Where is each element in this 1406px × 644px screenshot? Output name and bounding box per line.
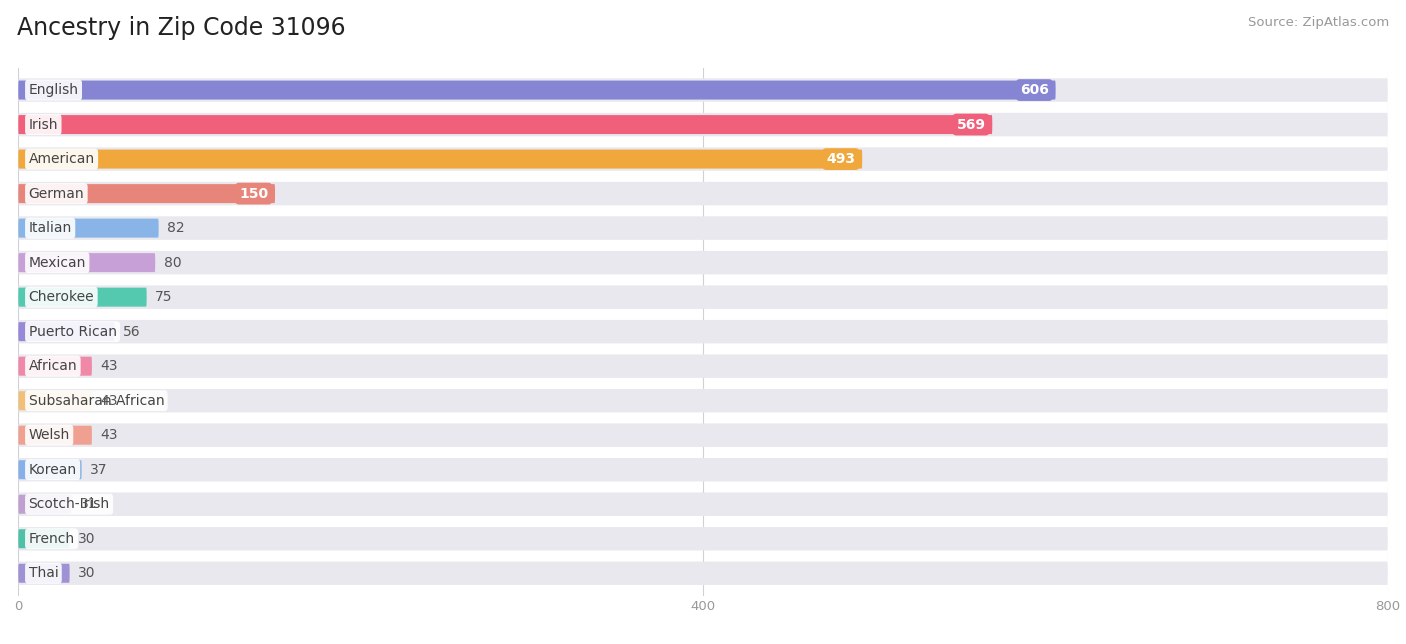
- FancyBboxPatch shape: [18, 460, 82, 479]
- Text: Source: ZipAtlas.com: Source: ZipAtlas.com: [1249, 16, 1389, 29]
- Text: 493: 493: [827, 152, 855, 166]
- FancyBboxPatch shape: [18, 389, 1388, 412]
- FancyBboxPatch shape: [18, 147, 1388, 171]
- FancyBboxPatch shape: [18, 527, 1388, 551]
- FancyBboxPatch shape: [18, 184, 276, 203]
- FancyBboxPatch shape: [18, 564, 70, 583]
- Text: Cherokee: Cherokee: [28, 290, 94, 304]
- Text: Puerto Rican: Puerto Rican: [28, 325, 117, 339]
- Text: 43: 43: [100, 393, 118, 408]
- Text: Korean: Korean: [28, 463, 77, 477]
- Text: 80: 80: [163, 256, 181, 270]
- FancyBboxPatch shape: [18, 391, 91, 410]
- Text: 43: 43: [100, 428, 118, 442]
- Text: Mexican: Mexican: [28, 256, 86, 270]
- Text: Irish: Irish: [28, 118, 58, 131]
- Text: Subsaharan African: Subsaharan African: [28, 393, 165, 408]
- Text: 30: 30: [79, 532, 96, 545]
- FancyBboxPatch shape: [18, 288, 146, 307]
- FancyBboxPatch shape: [18, 495, 72, 514]
- Text: Italian: Italian: [28, 221, 72, 235]
- FancyBboxPatch shape: [18, 354, 1388, 378]
- Text: English: English: [28, 83, 79, 97]
- FancyBboxPatch shape: [18, 253, 155, 272]
- FancyBboxPatch shape: [18, 493, 1388, 516]
- FancyBboxPatch shape: [18, 529, 70, 548]
- Text: 150: 150: [239, 187, 269, 200]
- Text: 37: 37: [90, 463, 108, 477]
- FancyBboxPatch shape: [18, 113, 1388, 137]
- FancyBboxPatch shape: [18, 216, 1388, 240]
- Text: 606: 606: [1019, 83, 1049, 97]
- Text: French: French: [28, 532, 75, 545]
- FancyBboxPatch shape: [18, 357, 91, 375]
- FancyBboxPatch shape: [18, 218, 159, 238]
- Text: 569: 569: [956, 118, 986, 131]
- FancyBboxPatch shape: [18, 562, 1388, 585]
- Text: American: American: [28, 152, 94, 166]
- FancyBboxPatch shape: [18, 426, 91, 445]
- Text: 31: 31: [80, 497, 97, 511]
- Text: German: German: [28, 187, 84, 200]
- Text: African: African: [28, 359, 77, 373]
- Text: Welsh: Welsh: [28, 428, 70, 442]
- FancyBboxPatch shape: [18, 424, 1388, 447]
- Text: Thai: Thai: [28, 566, 58, 580]
- Text: 56: 56: [122, 325, 141, 339]
- FancyBboxPatch shape: [18, 80, 1056, 100]
- Text: 43: 43: [100, 359, 118, 373]
- Text: Scotch-Irish: Scotch-Irish: [28, 497, 110, 511]
- FancyBboxPatch shape: [18, 322, 114, 341]
- FancyBboxPatch shape: [18, 320, 1388, 343]
- FancyBboxPatch shape: [18, 149, 862, 169]
- FancyBboxPatch shape: [18, 182, 1388, 205]
- Text: 75: 75: [155, 290, 173, 304]
- FancyBboxPatch shape: [18, 115, 993, 134]
- FancyBboxPatch shape: [18, 251, 1388, 274]
- Text: 82: 82: [167, 221, 184, 235]
- FancyBboxPatch shape: [18, 458, 1388, 482]
- FancyBboxPatch shape: [18, 79, 1388, 102]
- FancyBboxPatch shape: [18, 285, 1388, 309]
- Text: Ancestry in Zip Code 31096: Ancestry in Zip Code 31096: [17, 16, 346, 40]
- Text: 30: 30: [79, 566, 96, 580]
